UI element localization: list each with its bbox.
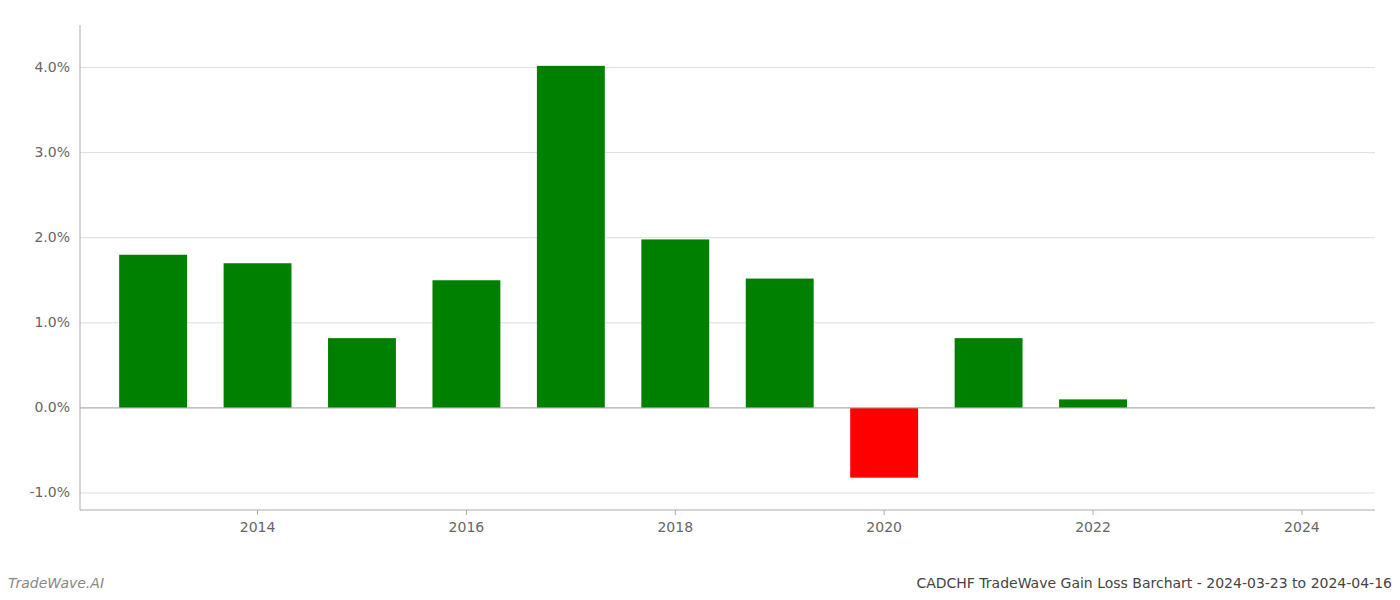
x-tick — [1301, 510, 1302, 515]
bar — [746, 279, 814, 408]
grid-line — [80, 407, 1375, 408]
bar — [224, 263, 292, 408]
zero-line — [80, 407, 1375, 408]
title: CADCHF TradeWave Gain Loss Barchart - 20… — [916, 575, 1392, 591]
grid — [80, 68, 1375, 493]
x-tick — [466, 510, 467, 515]
chart-container: -1.0% 0.0% 1.0% 2.0% 3.0% 4.0% 2014 2016 2018 202… — [0, 0, 1400, 600]
y-tick-label: 1.0% — [34, 314, 70, 330]
x-tick — [884, 510, 885, 515]
bar — [955, 338, 1023, 408]
watermark: TradeWave.AI — [8, 575, 104, 591]
grid-line — [80, 492, 1375, 493]
bar — [432, 280, 500, 408]
grid-line — [80, 67, 1375, 68]
x-tick-label: 2022 — [1075, 519, 1111, 535]
bar — [1059, 399, 1127, 408]
grid-line — [80, 237, 1375, 238]
y-axis-line — [80, 25, 81, 510]
y-tick-label: 2.0% — [34, 229, 70, 245]
bar — [119, 255, 187, 408]
bar — [328, 338, 396, 408]
x-tick — [257, 510, 258, 515]
y-tick-label: 3.0% — [34, 144, 70, 160]
chart-svg: -1.0% 0.0% 1.0% 2.0% 3.0% 4.0% 2014 2016 2018 202… — [0, 0, 1400, 600]
bars — [119, 66, 1127, 478]
x-tick-label: 2016 — [449, 519, 485, 535]
x-axis-line — [80, 510, 1375, 511]
x-tick — [1093, 510, 1094, 515]
x-tick-label: 2018 — [657, 519, 693, 535]
x-tick-label: 2014 — [240, 519, 276, 535]
x-tick-label: 2020 — [866, 519, 902, 535]
x-tick-label: 2024 — [1284, 519, 1320, 535]
y-tick-label: -1.0% — [29, 484, 70, 500]
grid-line — [80, 152, 1375, 153]
bar — [537, 66, 605, 408]
bar — [850, 408, 918, 478]
y-tick-label: 4.0% — [34, 59, 70, 75]
x-tick — [675, 510, 676, 515]
y-tick-label: 0.0% — [34, 399, 70, 415]
bar — [641, 239, 709, 407]
